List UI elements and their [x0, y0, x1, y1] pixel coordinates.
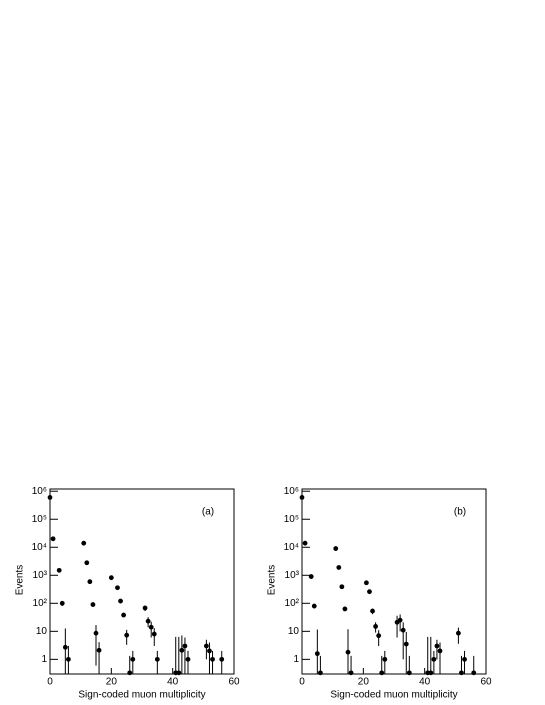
data-point — [50, 536, 56, 542]
data-point — [182, 643, 188, 649]
data-point — [367, 589, 372, 595]
data-point — [154, 656, 160, 662]
plot-frame — [49, 488, 235, 675]
y-tick-label: 10 — [288, 626, 300, 637]
y-tick-label: 10⁵ — [284, 514, 299, 525]
data-point — [204, 643, 209, 649]
data-point — [370, 608, 375, 614]
data-point — [471, 670, 477, 676]
x-tick-label: 60 — [228, 677, 240, 688]
data-point — [336, 565, 342, 570]
data-point — [47, 495, 53, 500]
data-point — [299, 495, 305, 500]
data-point — [124, 632, 130, 638]
data-point — [333, 546, 339, 551]
data-point — [302, 540, 308, 546]
x-tick-label: 60 — [480, 677, 492, 688]
data-point — [84, 560, 90, 566]
y-tick-label: 10² — [33, 598, 48, 609]
data-point — [376, 633, 382, 639]
data-point — [179, 647, 185, 653]
y-tick-label: 10³ — [285, 570, 300, 581]
y-tick-label: 10² — [285, 598, 300, 609]
data-point — [145, 618, 151, 624]
data-point — [121, 612, 126, 618]
y-tick-label: 10⁵ — [32, 514, 47, 525]
y-tick-label: 10⁴ — [32, 542, 47, 553]
y-tick-label: 10⁴ — [284, 542, 299, 553]
data-point — [342, 606, 348, 612]
data-point — [314, 651, 320, 657]
data-point — [62, 644, 68, 650]
data-point — [345, 649, 351, 655]
data-point — [406, 670, 412, 676]
data-point — [431, 656, 437, 662]
data-point — [87, 579, 93, 585]
x-axis-label: Sign-coded muon multiplicity — [330, 690, 457, 701]
data-point — [311, 603, 317, 609]
data-point — [379, 670, 385, 676]
x-tick-label: 0 — [47, 677, 53, 688]
data-point — [93, 630, 99, 636]
data-point — [428, 670, 434, 676]
data-point — [397, 617, 403, 623]
data-point — [434, 643, 440, 649]
x-tick-label: 20 — [358, 677, 370, 688]
data-point — [115, 585, 120, 591]
data-point — [339, 584, 345, 590]
y-tick-label: 1 — [41, 654, 47, 665]
data-point — [176, 670, 182, 676]
data-point — [66, 656, 71, 662]
y-tick-label: 10 — [36, 626, 48, 637]
data-point — [459, 670, 464, 676]
data-point — [151, 631, 157, 637]
y-tick-label: 10⁶ — [284, 486, 299, 497]
data-point — [210, 656, 215, 662]
y-tick-label: 10³ — [33, 570, 48, 581]
y-axis-label: Events — [15, 565, 26, 596]
y-tick-label: 10⁶ — [32, 486, 47, 497]
data-point — [118, 598, 123, 604]
x-tick-label: 20 — [106, 677, 118, 688]
x-tick-label: 0 — [299, 677, 305, 688]
data-point — [56, 567, 62, 573]
annotation: (a) — [202, 507, 214, 518]
annotation: (b) — [454, 507, 466, 518]
data-point — [219, 656, 225, 662]
data-point — [207, 648, 212, 654]
data-point — [400, 627, 406, 633]
data-point — [185, 656, 191, 662]
x-tick-label: 40 — [167, 677, 179, 688]
data-point — [142, 605, 148, 611]
data-point — [382, 656, 388, 662]
data-point — [308, 574, 314, 579]
data-point — [462, 656, 467, 662]
data-point — [373, 623, 378, 629]
data-point — [348, 670, 354, 676]
y-tick-label: 1 — [293, 654, 299, 665]
data-point — [437, 648, 443, 654]
data-point — [364, 580, 369, 586]
data-point — [81, 540, 87, 546]
x-axis-label: Sign-coded muon multiplicity — [78, 690, 205, 701]
data-point — [456, 630, 461, 636]
data-point — [318, 670, 323, 676]
data-point — [108, 575, 114, 581]
x-tick-label: 40 — [419, 677, 431, 688]
data-point — [96, 647, 102, 653]
y-axis-label: Events — [267, 565, 278, 596]
data-point — [130, 656, 136, 662]
data-point — [127, 670, 133, 676]
data-point — [59, 600, 65, 606]
data-point — [403, 641, 409, 647]
data-point — [148, 624, 154, 630]
plot-frame — [301, 488, 487, 675]
data-point — [90, 602, 96, 607]
